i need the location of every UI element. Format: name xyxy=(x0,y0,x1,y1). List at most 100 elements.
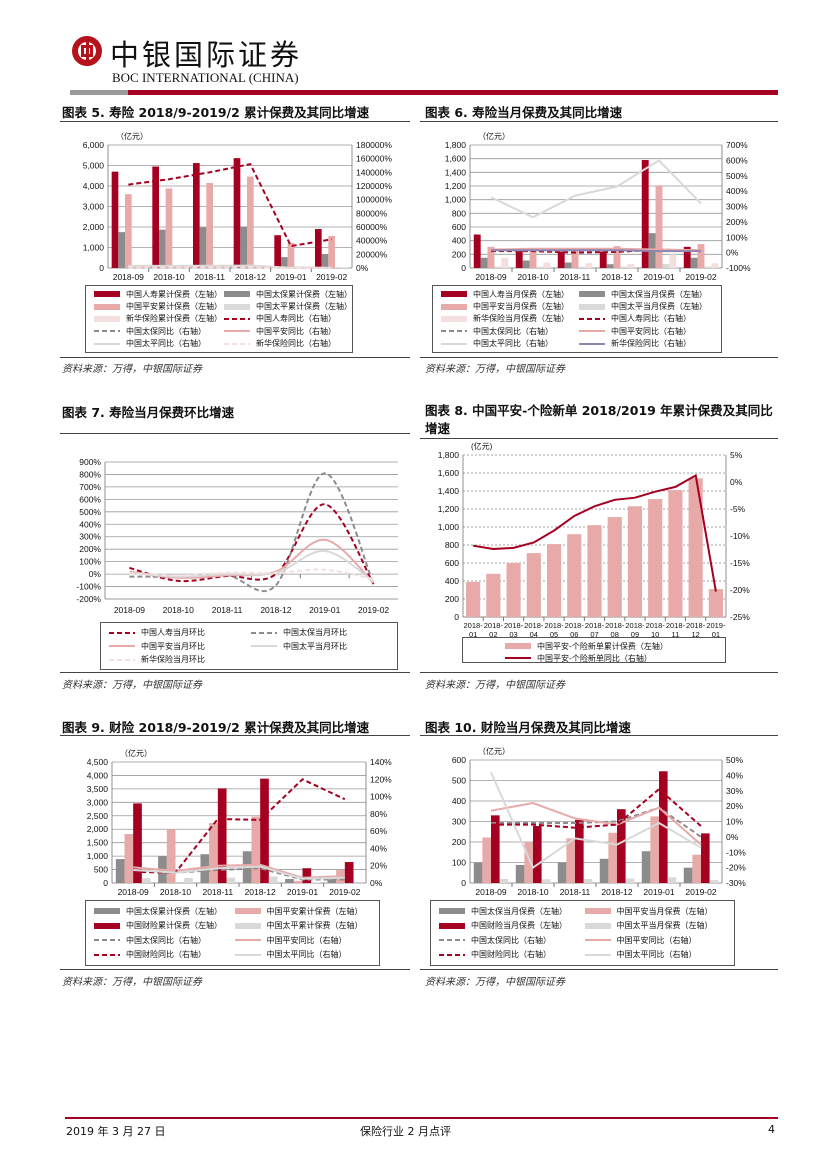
line-series-6-4 xyxy=(491,249,701,253)
bar-9-s1-3 xyxy=(251,816,261,883)
bar-9-s2-5 xyxy=(344,862,354,883)
y-tick-label: 800% xyxy=(79,469,101,479)
y2-tick-label: 80000% xyxy=(356,208,388,218)
bar-5-s2-0 xyxy=(124,194,132,268)
chart-10-plot: 0 100 200 300 400 500 600 -30% -20% -10% 0% 10% 20% 3… xyxy=(452,746,746,897)
bar-8-s0-4 xyxy=(546,544,562,617)
y2-tick-label: 50% xyxy=(726,755,743,765)
y-tick-label: -100% xyxy=(76,582,101,592)
bar-6-s3-4 xyxy=(662,263,670,268)
y-tick-label: 1,400 xyxy=(438,486,460,496)
bar-10-s1-5 xyxy=(692,854,701,883)
x-tick-label: 2018-11 xyxy=(203,887,234,897)
unit-label: （亿元） xyxy=(116,131,148,141)
brand-name-en: BOC INTERNATIONAL (CHINA) xyxy=(112,70,299,85)
unit-label: （亿元） xyxy=(478,746,510,756)
legend-label: 中国人寿当月环比 xyxy=(141,628,205,637)
bar-6-s2-2 xyxy=(571,249,579,268)
chart-9-plot: 0 500 1,000 1,500 2,000 2,500 3,000 3,500 4,000 4… xyxy=(87,748,392,897)
footer-date: 2019 年 3 月 27 日 xyxy=(66,1125,166,1138)
bar-9-s1-1 xyxy=(166,829,176,883)
bar-5-s0-5 xyxy=(314,229,322,268)
boc-logo-bar xyxy=(86,36,89,66)
legend-label: 中国平安同比（右轴） xyxy=(266,935,347,945)
bar-9-s0-2 xyxy=(200,854,210,883)
bar-8-s0-1 xyxy=(486,573,501,617)
legend-label: 中国太保同比（右轴） xyxy=(126,935,206,945)
bar-8-s0-7 xyxy=(607,517,622,617)
y2-tick-label: 100% xyxy=(726,232,748,242)
y2-tick-label: -30% xyxy=(726,878,746,888)
legend-swatch-icon xyxy=(579,342,605,345)
bar-9-s0-0 xyxy=(115,859,125,883)
x-tick-label: 2018- xyxy=(646,621,666,630)
chart-6-legend: 中国人寿当月保费（左轴） 中国太保当月保费（左轴） 中国平安当月保费（左轴） 中国太平… xyxy=(432,285,722,353)
y2-tick-label: 5% xyxy=(730,450,743,460)
bar-5-s1-2 xyxy=(199,227,207,268)
y-tick-label: 1,600 xyxy=(445,154,467,164)
x-tick-label: 08 xyxy=(611,630,619,639)
bar-6-s2-5 xyxy=(697,244,705,268)
legend-item: 中国财险当月保费（左轴） xyxy=(437,920,583,932)
legend-item: 中国太保当月保费（左轴） xyxy=(437,905,583,917)
legend-label: 中国财险同比（右轴） xyxy=(126,950,206,960)
x-tick-label: 2019-02 xyxy=(329,887,360,897)
y-tick-label: 0 xyxy=(461,263,466,273)
bar-9-s3-5 xyxy=(353,881,363,883)
y2-tick-label: -10% xyxy=(726,847,746,857)
footer-rule xyxy=(65,1117,778,1119)
title-rule xyxy=(420,438,778,439)
bar-9-s3-1 xyxy=(184,877,193,883)
y-tick-label: 600% xyxy=(79,494,101,504)
y-tick-label: 3,000 xyxy=(87,797,109,807)
legend-item: 中国人寿同比（右轴） xyxy=(222,313,352,325)
x-tick-label: 2018- xyxy=(605,621,625,630)
x-tick-label: 2018-12 xyxy=(260,605,291,615)
x-tick-label: 2018- xyxy=(464,621,484,630)
legend-swatch-icon xyxy=(234,953,261,956)
x-tick-label: 2018-09 xyxy=(118,887,149,897)
legend-swatch-icon xyxy=(94,330,120,333)
legend-swatch-icon xyxy=(94,342,120,345)
legend-swatch-icon xyxy=(224,317,250,320)
brand-name-cn: 中银国际证券 xyxy=(110,38,303,72)
bar-5-s1-0 xyxy=(118,232,125,268)
bar-10-s0-2 xyxy=(557,862,567,883)
x-tick-label: 05 xyxy=(550,630,558,639)
y-tick-label: 6,000 xyxy=(83,140,105,150)
bar-6-s3-1 xyxy=(536,266,544,268)
legend-item: 中国太保同比（右轴） xyxy=(439,325,577,337)
legend-item: 中国平安同比（右轴） xyxy=(222,325,352,337)
legend-item: 中国太保同比（右轴） xyxy=(92,934,233,946)
bar-6-s0-3 xyxy=(599,251,607,268)
bar-6-s1-3 xyxy=(606,264,614,268)
legend-swatch-icon xyxy=(234,908,261,915)
y-tick-label: 0 xyxy=(461,878,466,888)
x-tick-label: 07 xyxy=(590,630,598,639)
legend-item: 中国太保累计保费（左轴） xyxy=(222,288,352,300)
legend-item: 中国太保当月保费（左轴） xyxy=(577,288,715,300)
chart-source: 资料来源：万得，中银国际证券 xyxy=(425,977,565,988)
legend-item: 中国平安-个险新单同比（右轴） xyxy=(503,652,719,664)
chart-9-legend: 中国太保累计保费（左轴） 中国平安累计保费（左轴） 中国财险累计保费（左轴） 中国太平… xyxy=(85,900,380,966)
legend-label: 中国太保同比（右轴） xyxy=(471,935,551,945)
legend-label: 中国太平当月环比 xyxy=(283,641,347,651)
legend-label: 中国平安同比（右轴） xyxy=(611,326,691,336)
legend-label: 中国平安当月保费（左轴） xyxy=(616,906,713,916)
legend-label: 中国平安累计保费（左轴） xyxy=(266,906,363,916)
legend-label: 中国太保累计保费（左轴） xyxy=(256,289,352,299)
legend-label: 中国平安-个险新单同比（右轴） xyxy=(537,653,652,663)
legend-label: 中国平安累计保费（左轴） xyxy=(126,302,222,312)
legend-swatch-icon xyxy=(505,657,531,659)
line-series-8-0 xyxy=(472,473,717,592)
y-tick-label: 100 xyxy=(452,858,466,868)
x-tick-label: 2019-02 xyxy=(685,272,716,282)
bar-8-s0-6 xyxy=(587,525,602,617)
bar-6-s4-1 xyxy=(543,262,551,268)
y2-tick-label: -100% xyxy=(726,263,751,273)
y2-tick-label: 100% xyxy=(370,792,392,802)
y2-tick-label: 100000% xyxy=(356,195,392,205)
legend-item: 中国太保同比（右轴） xyxy=(437,934,583,946)
legend-swatch-icon xyxy=(94,953,120,956)
legend-label: 中国平安同比（右轴） xyxy=(616,935,697,945)
